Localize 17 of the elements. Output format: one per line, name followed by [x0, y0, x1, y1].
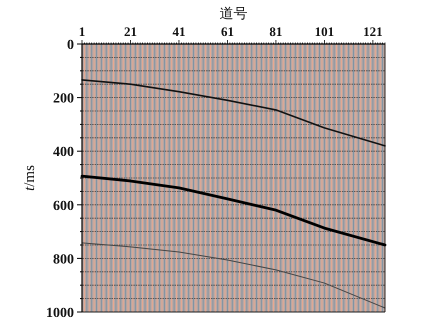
y-tick-label: 1000 — [46, 306, 74, 321]
y-axis-title: t/ms — [22, 164, 38, 191]
y-tick-label: 800 — [53, 252, 74, 268]
y-tick-label: 0 — [67, 38, 74, 53]
x-tick-label: 61 — [220, 24, 234, 39]
x-axis-title: 道号 — [220, 5, 248, 21]
x-tick-label: 1 — [78, 24, 86, 39]
y-tick-label: 600 — [53, 198, 74, 214]
y-tick-label: 200 — [53, 92, 74, 107]
x-tick-label: 121 — [363, 24, 383, 39]
y-tick-label: 400 — [53, 145, 74, 160]
x-tick-label: 41 — [172, 24, 186, 39]
x-tick-label: 101 — [314, 24, 334, 39]
line-series — [81, 79, 386, 147]
x-tick-label: 81 — [269, 24, 282, 39]
line-series — [82, 242, 386, 308]
x-tick-label: 21 — [124, 24, 137, 39]
